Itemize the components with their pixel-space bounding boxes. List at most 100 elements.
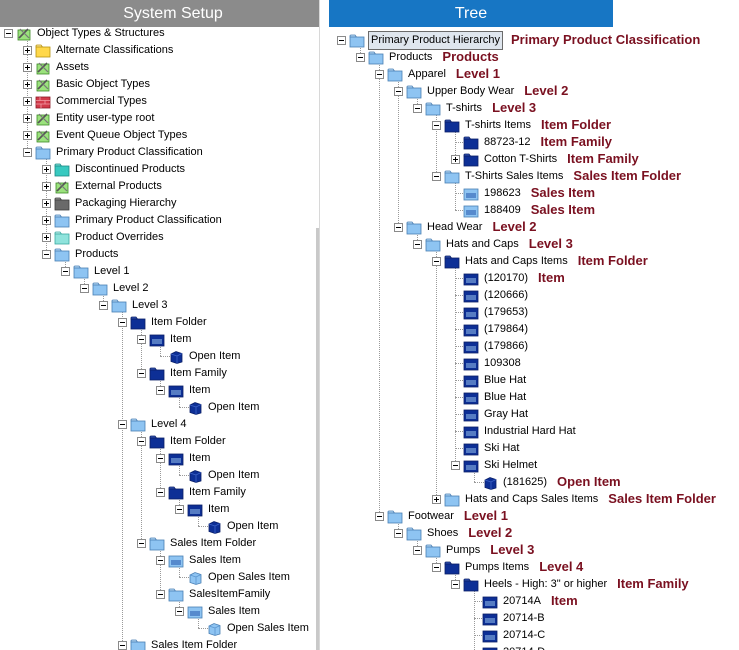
tree-node[interactable]: Products bbox=[42, 246, 120, 263]
tree-node-label[interactable]: Discontinued Products bbox=[75, 163, 186, 175]
expand-icon[interactable] bbox=[23, 97, 32, 106]
tree-node[interactable]: Sales Item Folder bbox=[118, 637, 239, 650]
tree-node-label[interactable]: Commercial Types bbox=[56, 95, 147, 107]
expand-icon[interactable] bbox=[42, 199, 51, 208]
tree-node-label[interactable]: Apparel bbox=[408, 68, 446, 80]
tree-node-label[interactable]: Products bbox=[75, 248, 119, 260]
tree-node[interactable]: Open Item bbox=[175, 467, 261, 484]
expand-icon[interactable] bbox=[23, 80, 32, 89]
collapse-icon[interactable] bbox=[118, 318, 127, 327]
collapse-icon[interactable] bbox=[137, 335, 146, 344]
tree-node[interactable]: 20714A bbox=[470, 593, 543, 610]
tree-node-label[interactable]: T-shirts bbox=[446, 102, 483, 114]
tree-node[interactable]: Assets bbox=[23, 59, 91, 76]
tree-node[interactable]: (181625) bbox=[470, 474, 549, 491]
tree-node[interactable]: Alternate Classifications bbox=[23, 42, 175, 59]
tree-node-label[interactable]: Packaging Hierarchy bbox=[75, 197, 177, 209]
tree-node-label[interactable]: Sales Item Folder bbox=[170, 537, 257, 549]
tree-node-label[interactable]: 188409 bbox=[484, 204, 521, 216]
tree-node[interactable]: T-Shirts Sales Items bbox=[432, 168, 565, 185]
tree-node[interactable]: Head Wear bbox=[394, 219, 484, 236]
tree-node-label[interactable]: Sales Item Folder bbox=[151, 639, 238, 650]
expand-icon[interactable] bbox=[42, 216, 51, 225]
collapse-icon[interactable] bbox=[432, 563, 441, 572]
tree-node-label[interactable]: Blue Hat bbox=[484, 391, 527, 403]
collapse-icon[interactable] bbox=[118, 420, 127, 429]
collapse-icon[interactable] bbox=[432, 257, 441, 266]
tree-node[interactable]: Level 1 bbox=[61, 263, 131, 280]
tree-node-label[interactable]: Level 2 bbox=[113, 282, 149, 294]
tree-node-label[interactable]: (120666) bbox=[484, 289, 529, 301]
collapse-icon[interactable] bbox=[61, 267, 70, 276]
collapse-icon[interactable] bbox=[413, 546, 422, 555]
tree-node-label[interactable]: 198623 bbox=[484, 187, 521, 199]
tree-node-label[interactable]: Item Family bbox=[170, 367, 227, 379]
expand-icon[interactable] bbox=[23, 63, 32, 72]
tree-node-label[interactable]: Basic Object Types bbox=[56, 78, 150, 90]
tree-node[interactable]: Blue Hat bbox=[451, 372, 528, 389]
tree-node[interactable]: Primary Product Classification bbox=[23, 144, 205, 161]
collapse-icon[interactable] bbox=[375, 512, 384, 521]
tree-node-label[interactable]: Open Sales Item bbox=[227, 622, 309, 634]
tree-node[interactable]: 188409 bbox=[451, 202, 523, 219]
tree-node[interactable]: Event Queue Object Types bbox=[23, 127, 189, 144]
tree-node-label[interactable]: Ski Hat bbox=[484, 442, 520, 454]
tree-node[interactable]: 20714-C bbox=[470, 627, 547, 644]
tree-node-label[interactable]: (179653) bbox=[484, 306, 529, 318]
tree-node-label[interactable]: Heels - High: 3" or higher bbox=[484, 578, 608, 590]
tree-node[interactable]: (179864) bbox=[451, 321, 530, 338]
tree-node-label[interactable]: Item Family bbox=[189, 486, 246, 498]
collapse-icon[interactable] bbox=[413, 104, 422, 113]
collapse-icon[interactable] bbox=[118, 641, 127, 650]
tree-node-label[interactable]: External Products bbox=[75, 180, 162, 192]
collapse-icon[interactable] bbox=[156, 590, 165, 599]
collapse-icon[interactable] bbox=[23, 148, 32, 157]
tree-node-label[interactable]: Pumps bbox=[446, 544, 481, 556]
tree-node[interactable]: Upper Body Wear bbox=[394, 83, 516, 100]
tree-node-label[interactable]: Level 3 bbox=[132, 299, 168, 311]
tree-node-label[interactable]: Hats and Caps Items bbox=[465, 255, 568, 267]
tree-node-label[interactable]: Open Item bbox=[208, 401, 260, 413]
expand-icon[interactable] bbox=[23, 46, 32, 55]
tree-node-label[interactable]: Assets bbox=[56, 61, 90, 73]
tree-node[interactable]: Hats and Caps Items bbox=[432, 253, 570, 270]
tree-node[interactable]: Item Family bbox=[137, 365, 229, 382]
tree-node-label[interactable]: (179866) bbox=[484, 340, 529, 352]
tree-node-label[interactable]: Item bbox=[208, 503, 230, 515]
tree-node-label[interactable]: Primary Product Classification bbox=[75, 214, 222, 226]
tree-node-label[interactable]: Cotton T-Shirts bbox=[484, 153, 558, 165]
tree-node-label[interactable]: Hats and Caps bbox=[446, 238, 519, 250]
tree-node[interactable]: T-shirts Items bbox=[432, 117, 533, 134]
tree-node[interactable]: Heels - High: 3" or higher bbox=[451, 576, 609, 593]
tree-node[interactable]: External Products bbox=[42, 178, 164, 195]
collapse-icon[interactable] bbox=[156, 488, 165, 497]
tree-node[interactable]: Commercial Types bbox=[23, 93, 149, 110]
collapse-icon[interactable] bbox=[394, 529, 403, 538]
tree-node[interactable]: Item bbox=[175, 501, 231, 518]
tree-node-label[interactable]: 20714-D bbox=[501, 644, 547, 650]
tree-node-label[interactable]: Upper Body Wear bbox=[427, 85, 515, 97]
tree-node[interactable]: 109308 bbox=[451, 355, 523, 372]
tree-node-label[interactable]: Level 4 bbox=[151, 418, 187, 430]
tree-node[interactable]: Industrial Hard Hat bbox=[451, 423, 578, 440]
collapse-icon[interactable] bbox=[451, 580, 460, 589]
collapse-icon[interactable] bbox=[4, 29, 13, 38]
tree-node-label[interactable]: 88723-12 bbox=[484, 136, 531, 148]
tree-node[interactable]: Item bbox=[137, 331, 193, 348]
tree-node[interactable]: Sales Item bbox=[156, 552, 243, 569]
tree-node[interactable]: (120666) bbox=[451, 287, 530, 304]
collapse-icon[interactable] bbox=[375, 70, 384, 79]
tree-node-label[interactable]: Item bbox=[170, 333, 192, 345]
tree-node[interactable]: Pumps bbox=[413, 542, 482, 559]
tree-node-label[interactable]: SalesItemFamily bbox=[189, 588, 271, 600]
expand-icon[interactable] bbox=[432, 495, 441, 504]
collapse-icon[interactable] bbox=[337, 36, 346, 45]
tree-node[interactable]: SalesItemFamily bbox=[156, 586, 272, 603]
tree-node[interactable]: 88723-12 bbox=[451, 134, 533, 151]
expand-icon[interactable] bbox=[23, 131, 32, 140]
tree-node-label[interactable]: Product Overrides bbox=[75, 231, 164, 243]
tree-node[interactable]: 20714-D bbox=[470, 644, 547, 650]
tree-node[interactable]: Item bbox=[156, 382, 212, 399]
tree-node-label[interactable]: Sales Item bbox=[189, 554, 241, 566]
tree-node[interactable]: Item bbox=[156, 450, 212, 467]
